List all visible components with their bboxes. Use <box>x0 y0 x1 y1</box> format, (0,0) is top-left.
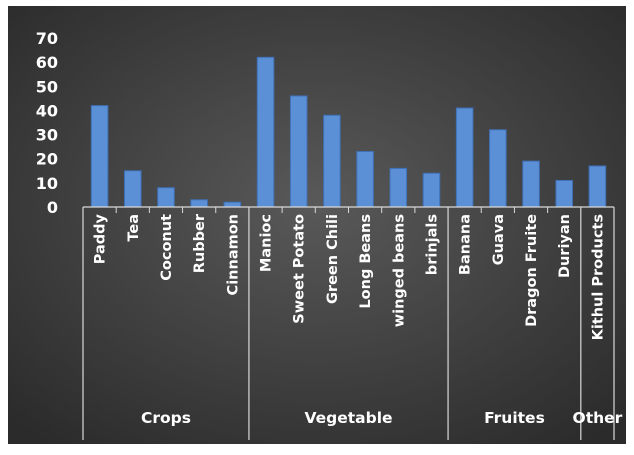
bar <box>90 105 109 208</box>
category-label: Dragon Fruite <box>524 214 540 327</box>
bar <box>123 170 142 208</box>
y-tick-label: 70 <box>36 29 58 48</box>
y-tick-label: 20 <box>36 150 58 169</box>
bar <box>455 107 474 208</box>
bar <box>157 187 175 208</box>
bar <box>323 114 341 208</box>
y-tick-label: 60 <box>36 53 58 72</box>
category-label: Kithul Products <box>590 214 606 340</box>
y-axis-tick-labels: 0 10 20 30 40 50 60 70 <box>36 29 58 217</box>
group-label: Fruites <box>484 409 545 427</box>
bar <box>555 179 574 208</box>
category-label: Manioc <box>259 214 275 272</box>
category-label: Cinnamon <box>225 214 241 295</box>
bar <box>356 150 374 208</box>
category-label: Green Chili <box>325 214 341 304</box>
group-labels: Crops Vegetable Fruites Other <box>141 409 623 427</box>
category-labels: Paddy Tea Coconut Rubber Cinnamon Manioc Sweet… <box>93 213 607 340</box>
bar <box>389 167 408 208</box>
category-axis <box>82 206 615 440</box>
y-tick-label: 50 <box>36 77 58 96</box>
y-tick-label: 0 <box>47 198 58 217</box>
category-label: Duriyan <box>557 214 573 278</box>
group-label: Crops <box>141 409 191 427</box>
bar <box>522 160 540 208</box>
category-label: Long Beans <box>358 214 374 309</box>
bar <box>223 201 242 208</box>
bar-series <box>90 56 607 208</box>
category-label: Paddy <box>93 213 109 264</box>
category-label: Coconut <box>159 214 175 281</box>
category-label: Sweet Potato <box>292 214 308 324</box>
y-tick-label: 30 <box>36 126 58 145</box>
y-tick-label: 10 <box>36 174 58 193</box>
category-label: winged beans <box>391 214 407 327</box>
bar <box>489 129 507 208</box>
chart-background <box>8 6 626 444</box>
y-tick-label: 40 <box>36 101 58 120</box>
category-label: brinjals <box>424 214 440 275</box>
bar <box>588 165 607 208</box>
bar <box>289 95 308 208</box>
bar <box>256 56 275 208</box>
category-label: Tea <box>126 214 142 242</box>
category-label: Banana <box>458 214 474 275</box>
group-label: Other <box>573 409 623 427</box>
category-label: Guava <box>491 214 507 265</box>
bar <box>422 172 441 208</box>
category-label: Rubber <box>192 213 208 273</box>
bar <box>190 199 208 208</box>
group-label: Vegetable <box>304 409 392 427</box>
